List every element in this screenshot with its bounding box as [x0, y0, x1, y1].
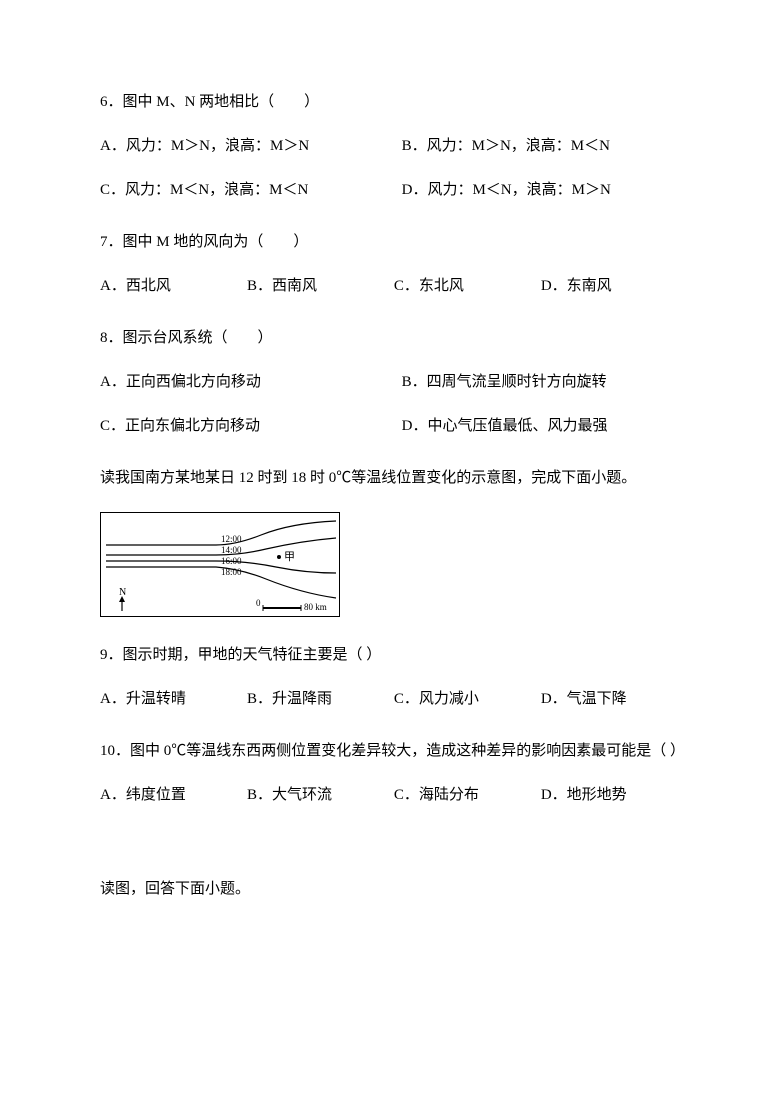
q10-option-c: C．海陆分布	[394, 783, 533, 807]
question-7: 7．图中 M 地的风向为（ ） A．西北风 B．西南风 C．东北风 D．东南风	[100, 230, 680, 298]
label-scale: 80 km	[304, 602, 327, 612]
label-16: 16:00	[221, 556, 242, 566]
q8-option-c: C．正向东偏北方向移动	[100, 414, 378, 438]
q10-option-b: B．大气环流	[247, 783, 386, 807]
q9-option-c: C．风力减小	[394, 687, 533, 711]
q7-option-a: A．西北风	[100, 274, 239, 298]
passage-map: 读图，回答下面小题。	[100, 877, 680, 901]
question-6: 6．图中 M、N 两地相比（ ） A．风力：M＞N，浪高：M＞N B．风力：M＞…	[100, 90, 680, 202]
question-9: 9．图示时期，甲地的天气特征主要是（ ） A．升温转晴 B．升温降雨 C．风力减…	[100, 643, 680, 711]
label-12: 12:00	[221, 534, 242, 544]
q6-option-a: A．风力：M＞N，浪高：M＞N	[100, 134, 378, 158]
q9-option-a: A．升温转晴	[100, 687, 239, 711]
q6-option-c: C．风力：M＜N，浪高：M＜N	[100, 178, 378, 202]
question-8: 8．图示台风系统（ ） A．正向西偏北方向移动 B．四周气流呈顺时针方向旋转 C…	[100, 326, 680, 438]
q7-options-row: A．西北风 B．西南风 C．东北风 D．东南风	[100, 274, 680, 298]
q6-options-row2: C．风力：M＜N，浪高：M＜N D．风力：M＜N，浪高：M＞N	[100, 178, 680, 202]
isotherm-figure: 12:00 14:00 16:00 18:00 甲 N 0 80 km	[100, 512, 340, 617]
q10-options-row: A．纬度位置 B．大气环流 C．海陆分布 D．地形地势	[100, 783, 680, 807]
q8-stem: 8．图示台风系统（ ）	[100, 326, 680, 350]
q9-option-d: D．气温下降	[541, 687, 680, 711]
q10-option-a: A．纬度位置	[100, 783, 239, 807]
spacer	[100, 835, 680, 871]
q8-option-b: B．四周气流呈顺时针方向旋转	[402, 370, 680, 394]
label-jia: 甲	[284, 551, 295, 563]
q6-option-b: B．风力：M＞N，浪高：M＜N	[402, 134, 680, 158]
q10-option-d: D．地形地势	[541, 783, 680, 807]
q7-option-b: B．西南风	[247, 274, 386, 298]
q6-option-d: D．风力：M＜N，浪高：M＞N	[402, 178, 680, 202]
q9-options-row: A．升温转晴 B．升温降雨 C．风力减小 D．气温下降	[100, 687, 680, 711]
q9-stem: 9．图示时期，甲地的天气特征主要是（ ）	[100, 643, 680, 667]
label-zero: 0	[256, 598, 261, 608]
q6-stem: 6．图中 M、N 两地相比（ ）	[100, 90, 680, 114]
q8-options-row2: C．正向东偏北方向移动 D．中心气压值最低、风力最强	[100, 414, 680, 438]
label-14: 14:00	[221, 545, 242, 555]
q10-stem: 10．图中 0℃等温线东西两侧位置变化差异较大，造成这种差异的影响因素最可能是（…	[100, 739, 680, 763]
q8-option-d: D．中心气压值最低、风力最强	[402, 414, 680, 438]
label-n: N	[119, 587, 126, 598]
question-10: 10．图中 0℃等温线东西两侧位置变化差异较大，造成这种差异的影响因素最可能是（…	[100, 739, 680, 807]
q7-option-c: C．东北风	[394, 274, 533, 298]
label-18: 18:00	[221, 567, 242, 577]
passage-isotherm: 读我国南方某地某日 12 时到 18 时 0℃等温线位置变化的示意图，完成下面小…	[100, 466, 680, 490]
q6-options-row1: A．风力：M＞N，浪高：M＞N B．风力：M＞N，浪高：M＜N	[100, 134, 680, 158]
q7-option-d: D．东南风	[541, 274, 680, 298]
q8-option-a: A．正向西偏北方向移动	[100, 370, 378, 394]
q8-options-row1: A．正向西偏北方向移动 B．四周气流呈顺时针方向旋转	[100, 370, 680, 394]
q9-option-b: B．升温降雨	[247, 687, 386, 711]
q7-stem: 7．图中 M 地的风向为（ ）	[100, 230, 680, 254]
